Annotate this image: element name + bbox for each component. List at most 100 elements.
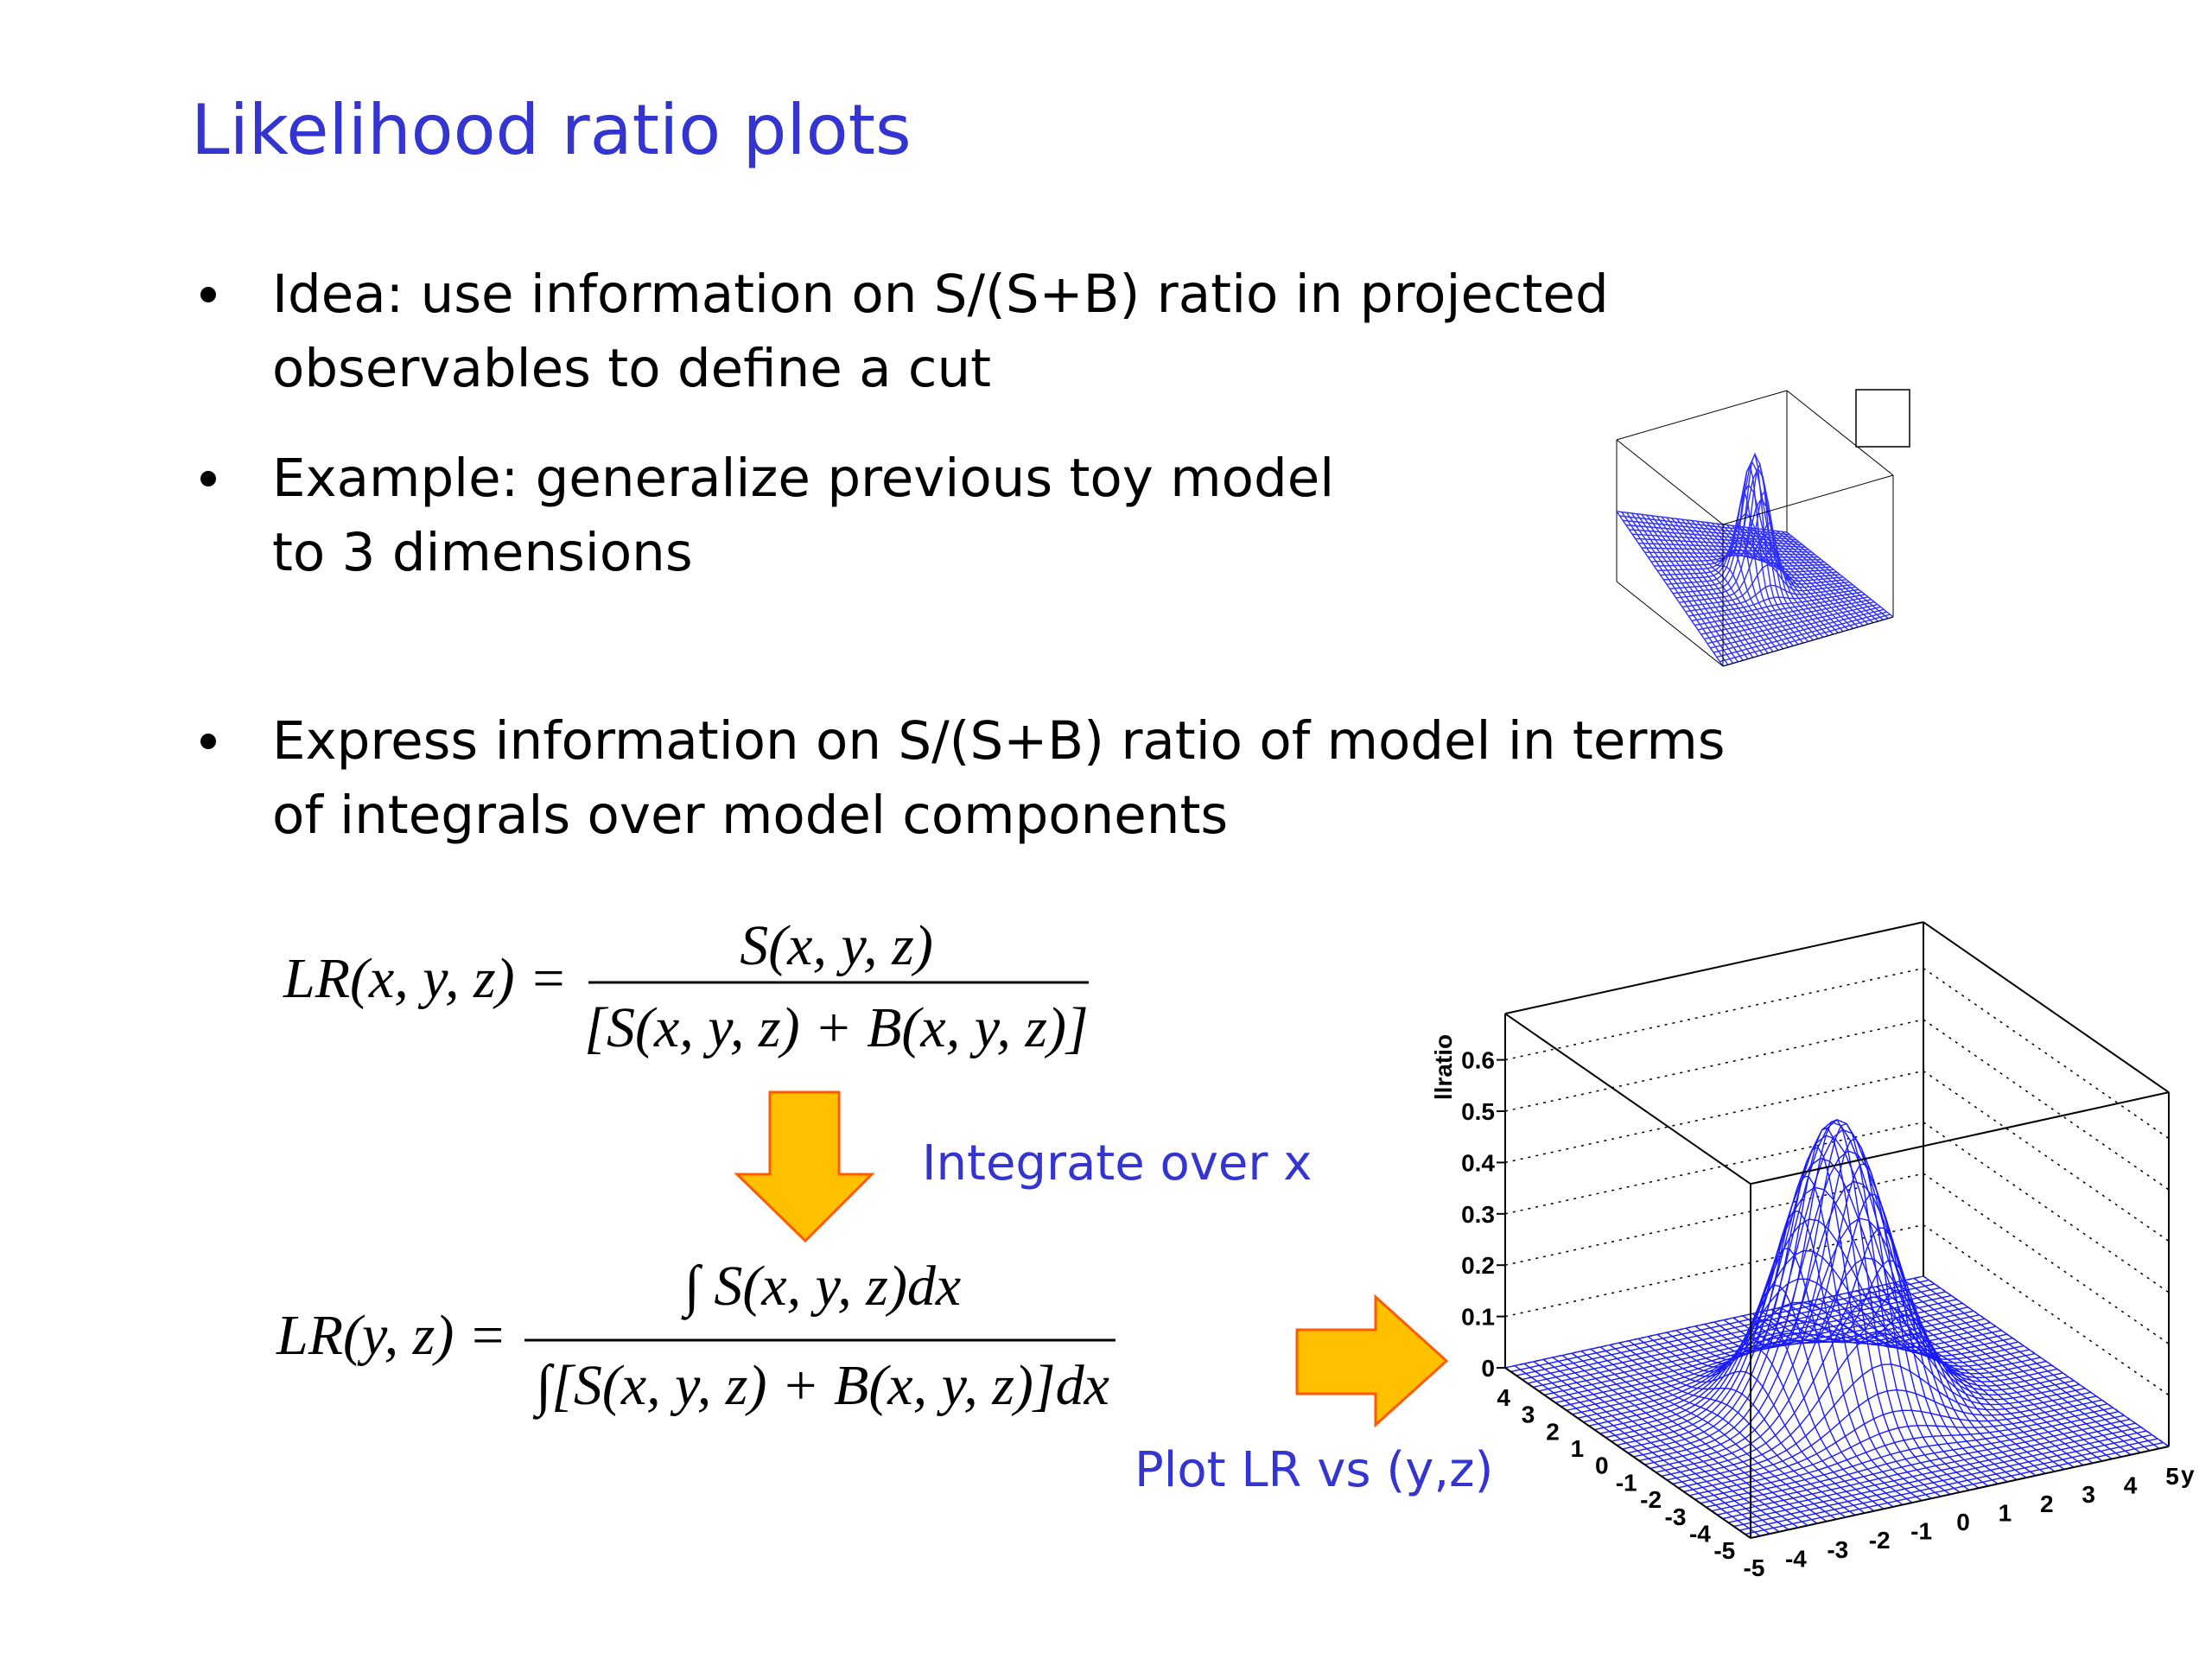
plot-edge <box>1616 390 1788 441</box>
bullet-text: of integrals over model components <box>272 785 1228 846</box>
surface-mesh <box>1644 551 1815 556</box>
y-tick-label: -3 <box>1665 1503 1687 1530</box>
z-tick-label: 0.3 <box>1461 1201 1495 1228</box>
surface-mesh <box>1923 1275 2170 1447</box>
surface-mesh <box>1756 528 1864 626</box>
surface-mesh <box>1544 1302 1963 1396</box>
surface-mesh <box>1837 1294 2084 1466</box>
surface-mesh <box>1571 1352 1818 1524</box>
surface-mesh <box>1776 531 1884 620</box>
surface-mesh <box>1904 1280 2151 1452</box>
z-tick-label: 0.6 <box>1461 1047 1495 1074</box>
bullet-text: to 3 dimensions <box>272 522 693 583</box>
surface-mesh <box>1516 1283 1936 1376</box>
plot-edge <box>1750 1091 2170 1185</box>
down-arrow <box>734 1090 875 1243</box>
grid-line <box>1923 1122 2170 1294</box>
grid-line <box>1923 967 2170 1140</box>
right-arrow <box>1295 1294 1449 1428</box>
bullet-text: Express information on S/(S+B) ratio of … <box>272 710 1726 772</box>
z-tick-label: 0.1 <box>1461 1304 1495 1331</box>
x-tick-label: 3 <box>2082 1481 2095 1508</box>
y-tick-label: 3 <box>1522 1402 1535 1428</box>
surface-mesh <box>1629 529 1800 543</box>
surface-mesh <box>1875 1286 2122 1458</box>
x-tick-label: -4 <box>1785 1545 1807 1572</box>
plot-edge <box>1616 439 1724 525</box>
plot-edge <box>1504 1367 1751 1539</box>
surface-mesh <box>1527 1291 1946 1384</box>
surface-mesh <box>1635 537 1806 548</box>
surface-mesh <box>1533 1294 1952 1389</box>
y-tick-label: 2 <box>1546 1418 1560 1445</box>
surface-mesh <box>1746 526 1854 629</box>
surface-mesh <box>1894 1281 2141 1453</box>
surface-mesh <box>1731 524 1839 633</box>
surface-mesh <box>1522 1287 1941 1381</box>
x-tick-label: 4 <box>2124 1472 2138 1499</box>
bullet-text: observables to define a cut <box>272 338 991 399</box>
surface-mesh <box>1771 530 1879 622</box>
y-tick-label: -5 <box>1713 1537 1735 1564</box>
lr-plot: 00.10.20.30.40.50.6llratio43210-1-2-3-4-… <box>1430 921 2195 1581</box>
surface-mesh <box>1770 1259 2018 1481</box>
surface-mesh <box>1827 1296 2075 1468</box>
surface-mesh <box>1588 1278 2007 1427</box>
surface-mesh <box>1711 489 1819 639</box>
surface-mesh <box>1549 1306 1968 1400</box>
x-tick-label: -1 <box>1910 1518 1932 1545</box>
z-tick-label: 0.2 <box>1461 1252 1495 1279</box>
surface-mesh <box>1751 1193 1999 1484</box>
surface-mesh <box>1623 519 1794 538</box>
equation-lhs: LR(y, z) = <box>276 1304 506 1367</box>
surface-mesh <box>1619 515 1790 536</box>
y-tick-label: -2 <box>1640 1486 1662 1513</box>
plot-edge <box>1504 1013 1751 1185</box>
surface-mesh <box>1660 512 1831 576</box>
plot-edge <box>1616 581 1724 667</box>
equation-denominator: [S(x, y, z) + B(x, y, z)] <box>584 996 1088 1059</box>
grid-line <box>1504 1019 1924 1112</box>
x-tick-label: 2 <box>2040 1491 2054 1517</box>
grid-line <box>1923 1173 2170 1344</box>
surface-mesh <box>1605 1186 2024 1439</box>
plot-edge <box>1722 474 1894 525</box>
equations: LR(x, y, z) = S(x, y, z) [S(x, y, z) + B(x… <box>276 914 1116 1420</box>
y-tick-label: 4 <box>1497 1384 1510 1411</box>
grid-line <box>1504 1224 1924 1318</box>
x-tick-label: 1 <box>1999 1499 2012 1526</box>
equation-lhs: LR(x, y, z) = <box>283 947 568 1010</box>
z-tick-label: 0.5 <box>1461 1098 1495 1125</box>
plot-edge <box>1786 390 1894 476</box>
plot-edge <box>1923 921 2170 1093</box>
x-tick-label: 5 <box>2165 1463 2179 1490</box>
plot-edge <box>1750 1446 2170 1539</box>
surface-mesh <box>1625 524 1796 541</box>
grid-line <box>1923 1224 2170 1396</box>
bullet-dot <box>200 734 216 749</box>
surface-mesh <box>1572 1322 1991 1415</box>
surface-mesh <box>1700 1411 2120 1504</box>
surface-mesh <box>1648 555 1819 558</box>
x-tick-label: -2 <box>1869 1527 1891 1554</box>
surface-mesh <box>1786 531 1894 618</box>
x-tick-label: -5 <box>1744 1554 1765 1581</box>
surface-mesh <box>1632 533 1803 546</box>
surface-mesh <box>1751 527 1859 628</box>
equation-denominator: ∫[S(x, y, z) + B(x, y, z)]dx <box>532 1354 1109 1420</box>
annotation: Integrate over x <box>922 1135 1312 1192</box>
y-tick-label: -4 <box>1689 1520 1711 1547</box>
surface-mesh <box>1726 524 1834 635</box>
surface-mesh <box>1761 1227 2008 1483</box>
surface-mesh <box>1847 1292 2094 1464</box>
surface-mesh <box>1538 1299 1957 1392</box>
surface-mesh <box>1741 526 1849 631</box>
surface-mesh <box>1700 452 1809 642</box>
y-tick-label: 0 <box>1595 1452 1609 1479</box>
small-plot <box>1616 389 1910 667</box>
surface-mesh <box>1866 1287 2113 1460</box>
surface-mesh <box>1616 511 1788 533</box>
z-tick-label: 0 <box>1481 1355 1495 1382</box>
equation-numerator: ∫ S(x, y, z)dx <box>681 1255 961 1320</box>
surface-mesh <box>1856 1290 2103 1462</box>
